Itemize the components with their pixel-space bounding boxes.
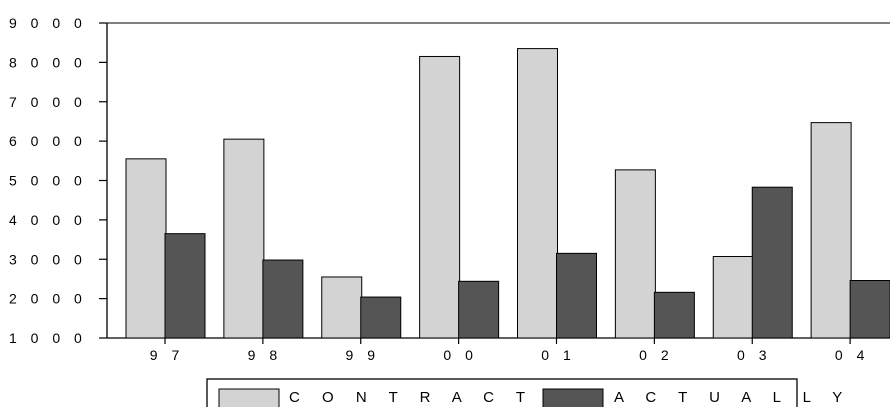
bar-contracted-01 (517, 48, 558, 339)
x-tick-label: 0 2 (639, 347, 673, 363)
y-axis-ticks: 1 0 0 0 2 0 0 0 3 0 0 0 4 0 0 0 5 0 0 0 6 0 0… (9, 15, 107, 346)
bar-contracted-04 (810, 122, 852, 339)
bar-actually-98 (262, 259, 304, 339)
legend: C O N T R A C T E D A C T U A L L Y (206, 378, 851, 407)
legend-box (206, 378, 798, 407)
y-tick-label: 9 0 0 0 (9, 15, 87, 31)
legend-swatch-actually (542, 388, 604, 407)
bar-contracted-98 (223, 138, 265, 339)
bar-actually-00 (458, 280, 500, 339)
legend-swatch-contracted (218, 388, 280, 407)
y-tick-label: 8 0 0 0 (9, 54, 87, 70)
bar-actually-03 (751, 186, 793, 339)
y-tick-label: 7 0 0 0 (9, 94, 87, 110)
bar-contracted-99 (321, 276, 363, 339)
x-tick-label: 0 1 (541, 347, 575, 363)
x-tick-label: 9 8 (248, 347, 282, 363)
y-tick-label: 4 0 0 0 (9, 212, 87, 228)
x-tick-label: 9 7 (150, 347, 184, 363)
legend-label-contracted: C O N T R A C T E D (289, 389, 599, 406)
bar-actually-01 (556, 252, 597, 339)
legend-label-actually: A C T U A L L Y (614, 389, 851, 406)
bar-actually-99 (360, 296, 402, 339)
bar-actually-02 (653, 291, 695, 339)
y-tick-label: 1 0 0 0 (9, 330, 87, 346)
y-tick-label: 3 0 0 0 (9, 251, 87, 267)
bar-actually-04 (849, 280, 890, 339)
y-tick-label: 5 0 0 0 (9, 173, 87, 189)
bar-contracted-00 (419, 55, 461, 339)
y-tick-label: 2 0 0 0 (9, 291, 87, 307)
x-tick-label: 0 4 (835, 347, 869, 363)
x-tick-label: 0 3 (737, 347, 771, 363)
bar-contracted-03 (712, 255, 754, 339)
y-tick-label: 6 0 0 0 (9, 133, 87, 149)
bar-actually-97 (164, 233, 206, 339)
bar-contracted-97 (125, 158, 167, 339)
bars (125, 48, 890, 339)
x-axis-ticks: 9 7 9 8 9 9 0 0 0 1 0 2 0 3 0 4 (150, 338, 869, 363)
bar-contracted-02 (614, 169, 656, 339)
x-tick-label: 9 9 (346, 347, 380, 363)
x-tick-label: 0 0 (443, 347, 477, 363)
